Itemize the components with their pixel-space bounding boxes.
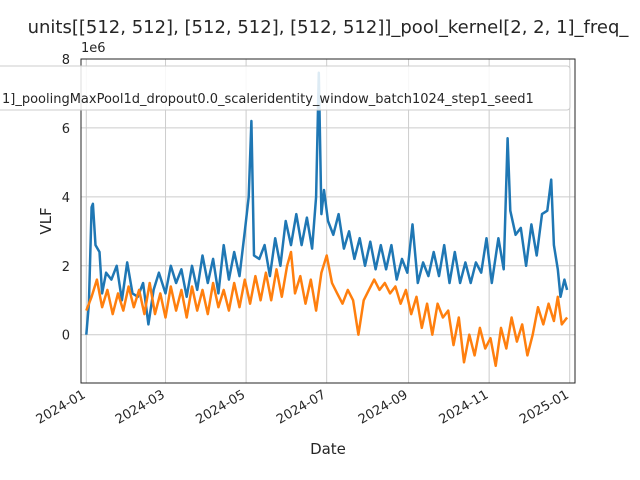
y-tick-label: 8 bbox=[62, 53, 70, 68]
legend-box bbox=[0, 65, 571, 111]
x-axis-title: Date bbox=[310, 440, 346, 458]
chart-title: units[[512, 512], [512, 512], [512, 512]… bbox=[28, 17, 630, 38]
series-line-2 bbox=[85, 250, 569, 368]
y-axis-title: VLF bbox=[37, 207, 55, 234]
y-tick-label: 0 bbox=[62, 329, 70, 344]
x-tick-label: 2024-05 bbox=[194, 387, 249, 427]
x-tick-label: 2025-01 bbox=[517, 387, 572, 427]
legend: 1]_poolingMaxPool1d_dropout0.0_scaleride… bbox=[0, 65, 571, 111]
x-tick-label: 2024-09 bbox=[356, 387, 411, 427]
plot-frame bbox=[80, 58, 576, 384]
x-tick-label: 2024-01 bbox=[34, 387, 89, 427]
x-tick-label: 2024-03 bbox=[113, 387, 168, 427]
series-lines bbox=[85, 71, 569, 368]
series-line-1 bbox=[85, 71, 569, 335]
x-axis-ticks: 2024-01 2024-03 2024-05 2024-07 2024-09 2024-… bbox=[34, 387, 572, 427]
x-tick-label: 2024-11 bbox=[437, 387, 492, 427]
y-tick-label: 6 bbox=[62, 122, 70, 137]
y-tick-label: 2 bbox=[62, 260, 70, 275]
y-axis-multiplier: 1e6 bbox=[81, 41, 106, 56]
legend-entry-label: 1]_poolingMaxPool1d_dropout0.0_scaleride… bbox=[2, 92, 534, 107]
x-tick-label: 2024-07 bbox=[274, 387, 329, 427]
y-axis-ticks: 0 2 4 6 8 bbox=[62, 53, 70, 344]
y-tick-label: 4 bbox=[62, 191, 70, 206]
